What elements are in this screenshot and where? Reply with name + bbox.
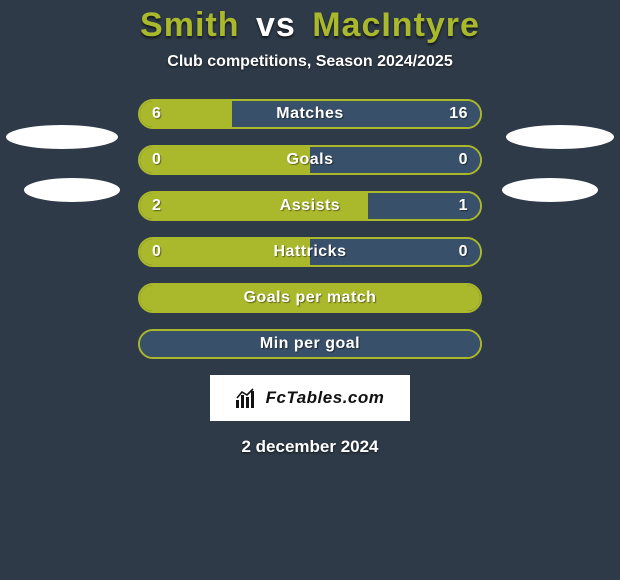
- stat-value-right: 0: [459, 239, 468, 265]
- subtitle: Club competitions, Season 2024/2025: [0, 53, 620, 71]
- chart-icon: [236, 388, 258, 408]
- stat-fill-right: [310, 147, 480, 173]
- source-badge: FcTables.com: [210, 375, 410, 421]
- stat-row: 00Goals: [138, 145, 482, 175]
- stat-value-left: 6: [152, 101, 161, 127]
- stat-row: 00Hattricks: [138, 237, 482, 267]
- stat-row: Min per goal: [138, 329, 482, 359]
- player1-name: Smith: [140, 6, 239, 44]
- stat-row: Goals per match: [138, 283, 482, 313]
- stat-value-right: 16: [449, 101, 468, 127]
- stat-fill-right: [140, 331, 480, 357]
- decorative-ellipse: [24, 178, 120, 202]
- player2-name: MacIntyre: [312, 6, 480, 44]
- stat-fill-right: [310, 239, 480, 265]
- stat-fill-left: [140, 285, 480, 311]
- decorative-ellipse: [502, 178, 598, 202]
- stat-value-left: 0: [152, 239, 161, 265]
- comparison-title: Smith vs MacIntyre: [0, 0, 620, 45]
- source-badge-text: FcTables.com: [266, 388, 385, 408]
- decorative-ellipse: [506, 125, 614, 149]
- decorative-ellipse: [6, 125, 118, 149]
- stat-value-right: 1: [459, 193, 468, 219]
- vs-text: vs: [256, 6, 296, 44]
- stat-value-left: 2: [152, 193, 161, 219]
- stat-value-left: 0: [152, 147, 161, 173]
- stat-row: 21Assists: [138, 191, 482, 221]
- stat-fill-left: [140, 193, 368, 219]
- stat-fill-left: [140, 147, 310, 173]
- stat-bars-container: 616Matches00Goals21Assists00HattricksGoa…: [138, 99, 482, 359]
- snapshot-date: 2 december 2024: [0, 437, 620, 457]
- stat-fill-left: [140, 239, 310, 265]
- stat-fill-right: [232, 101, 480, 127]
- stat-value-right: 0: [459, 147, 468, 173]
- stat-row: 616Matches: [138, 99, 482, 129]
